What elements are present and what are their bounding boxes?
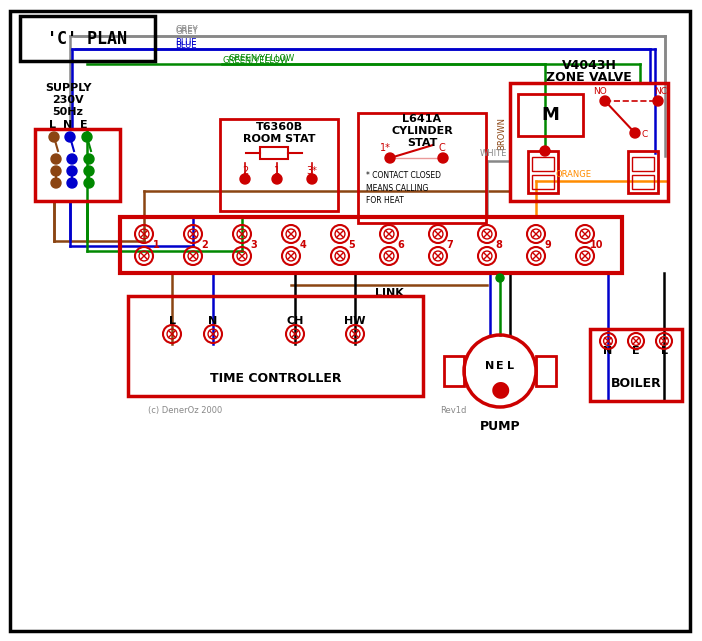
Text: 1*: 1* [380,143,391,153]
Text: HW: HW [344,316,366,326]
Text: N: N [604,346,613,356]
Text: LINK: LINK [375,288,404,298]
Text: C: C [641,130,647,139]
Text: ROOM STAT: ROOM STAT [243,134,315,144]
Text: L: L [661,346,668,356]
Circle shape [84,154,94,164]
Text: 2: 2 [242,166,248,176]
Text: SUPPLY: SUPPLY [45,83,91,93]
Text: GREEN/YELLOW: GREEN/YELLOW [228,53,294,62]
Text: ZONE VALVE: ZONE VALVE [546,71,632,83]
Text: PUMP: PUMP [479,419,520,433]
Text: CH: CH [286,316,304,326]
Text: N: N [208,316,218,326]
Circle shape [307,174,317,184]
Text: 1: 1 [152,240,159,250]
Circle shape [653,96,663,106]
Text: E: E [496,361,504,371]
Text: GREY: GREY [175,25,198,34]
Circle shape [438,153,448,163]
Text: L: L [48,120,55,130]
Circle shape [540,146,550,156]
Text: (c) DenerOz 2000: (c) DenerOz 2000 [148,406,223,415]
Text: N: N [63,120,72,130]
Circle shape [51,154,61,164]
Circle shape [84,166,94,176]
Text: L: L [168,316,176,326]
Text: BOILER: BOILER [611,376,661,390]
Text: 7: 7 [446,240,453,250]
Text: TIME CONTROLLER: TIME CONTROLLER [210,372,341,385]
Text: L641A: L641A [402,114,442,124]
Circle shape [600,96,610,106]
Text: * CONTACT CLOSED
MEANS CALLING
FOR HEAT: * CONTACT CLOSED MEANS CALLING FOR HEAT [366,171,441,205]
Text: M: M [541,106,559,124]
Text: 8: 8 [496,240,503,250]
Text: 2: 2 [201,240,208,250]
Circle shape [630,128,640,138]
Text: C: C [438,143,445,153]
Text: 'C' PLAN: 'C' PLAN [47,30,127,48]
Text: ORANGE: ORANGE [555,170,591,179]
Circle shape [385,153,395,163]
Text: L: L [507,361,513,371]
Circle shape [272,174,282,184]
Circle shape [65,132,75,142]
Circle shape [84,178,94,188]
Text: WHITE: WHITE [480,149,508,158]
Text: NC: NC [654,87,667,96]
Text: E: E [80,120,88,130]
Text: Rev1d: Rev1d [440,406,466,415]
Text: GREEN/YELLOW: GREEN/YELLOW [222,56,289,65]
Circle shape [67,178,77,188]
Text: CYLINDER: CYLINDER [391,126,453,136]
Circle shape [82,132,92,142]
Text: 9: 9 [545,240,551,250]
Circle shape [67,154,77,164]
Text: 230V: 230V [52,95,84,105]
Text: V4043H: V4043H [562,58,616,72]
Text: BLUE: BLUE [175,40,197,49]
Text: 50Hz: 50Hz [53,107,84,117]
Circle shape [51,166,61,176]
Circle shape [496,274,504,282]
Text: T6360B: T6360B [256,122,303,132]
Text: 6: 6 [397,240,404,250]
Text: ●: ● [490,379,510,399]
Text: 3: 3 [251,240,258,250]
Circle shape [240,174,250,184]
Text: 3*: 3* [307,166,317,176]
Circle shape [49,132,59,142]
Text: N: N [485,361,495,371]
Text: BLUE: BLUE [175,38,197,47]
Text: GREY: GREY [175,26,198,35]
Circle shape [67,166,77,176]
Text: E: E [633,346,640,356]
Text: 4: 4 [300,240,306,250]
Text: 5: 5 [349,240,355,250]
Text: BROWN: BROWN [497,117,506,150]
Text: STAT: STAT [407,138,437,148]
Text: NO: NO [593,87,607,96]
Text: 10: 10 [590,240,604,250]
Text: 1: 1 [274,166,280,176]
Circle shape [51,178,61,188]
